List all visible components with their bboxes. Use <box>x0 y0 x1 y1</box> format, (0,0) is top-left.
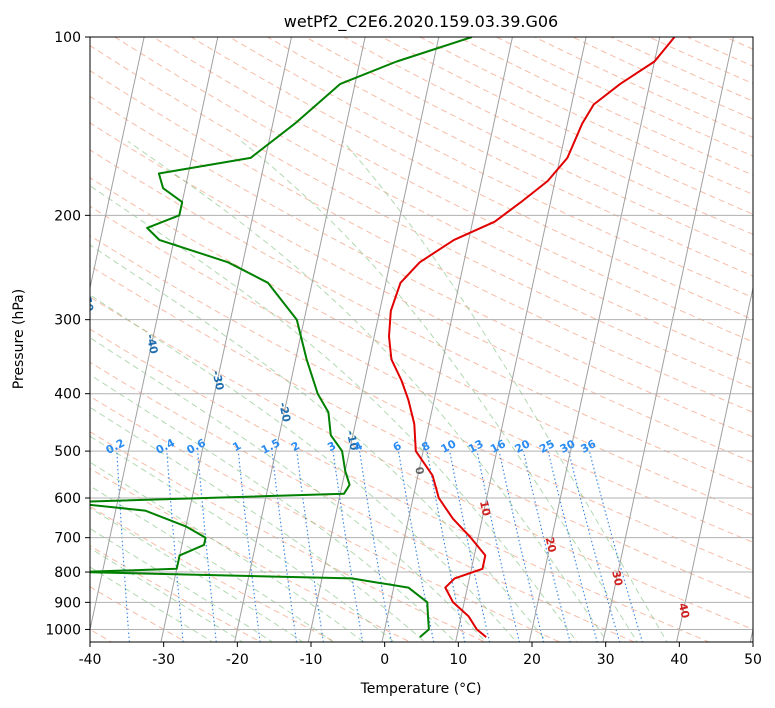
chart-title: wetPf2_C2E6.2020.159.03.39.G06 <box>284 12 558 32</box>
x-tick-label: 10 <box>449 652 467 668</box>
isotherm-line <box>160 37 292 642</box>
moist-adiabat-line <box>90 547 244 642</box>
isotherm-line <box>528 37 661 642</box>
y-tick-label: 400 <box>54 387 81 403</box>
dry-adiabat-line <box>90 205 753 543</box>
dry-adiabat-line <box>266 37 753 277</box>
isotherm-label: 0 <box>412 466 426 477</box>
dry-adiabat-line <box>114 37 753 366</box>
y-tick-label: 200 <box>54 208 81 224</box>
x-tick-label: 30 <box>597 652 615 668</box>
dry-adiabat-line <box>90 545 262 642</box>
y-tick-label: 700 <box>54 531 81 547</box>
dewpoint-profile <box>90 37 473 638</box>
x-tick-label: -30 <box>152 652 175 668</box>
temperature-profile <box>388 37 676 638</box>
isotherm-line <box>676 285 753 642</box>
isotherm-label: -20 <box>276 401 293 424</box>
dry-adiabat-line <box>90 361 636 642</box>
dry-adiabat-line <box>228 37 753 298</box>
y-axis-ticks: 100 200 300 400 500 600 700 800 900 1000 <box>45 30 90 638</box>
dry-adiabat-line <box>457 37 753 176</box>
isotherm-label: -10 <box>344 429 361 452</box>
mixing-ratio-label: 25 <box>537 437 557 456</box>
dry-adiabat-line <box>419 37 753 196</box>
x-tick-label: -10 <box>300 652 323 668</box>
isotherm-line <box>90 37 219 632</box>
x-tick-label: 0 <box>380 652 389 668</box>
dry-adiabat-line <box>495 37 753 157</box>
mixing-ratio-label: 16 <box>488 437 508 456</box>
isotherm-line <box>602 37 734 642</box>
y-axis-label: Pressure (hPa) <box>11 289 27 389</box>
dry-adiabat-line <box>90 395 561 642</box>
dry-adiabat-line <box>90 177 753 516</box>
dry-adiabat-line <box>90 505 337 642</box>
y-tick-label: 800 <box>54 565 81 581</box>
mixing-ratio-label: 10 <box>439 437 459 456</box>
mixing-ratio-label: 13 <box>466 437 486 456</box>
y-tick-label: 1000 <box>45 622 81 638</box>
mixing-ratio-label: 36 <box>579 437 599 456</box>
x-tick-label: 50 <box>744 652 762 668</box>
x-tick-label: 40 <box>670 652 688 668</box>
y-tick-label: 100 <box>54 30 81 46</box>
x-axis-label: Temperature (°C) <box>360 681 482 697</box>
dry-adiabat-line <box>90 149 753 489</box>
x-axis-ticks: -40 -30 -20 -10 0 10 20 30 40 50 <box>79 642 762 668</box>
moist-adiabat-line <box>241 140 638 642</box>
isotherm-line <box>381 37 513 642</box>
isotherm-label: -30 <box>209 369 226 392</box>
moist-adiabat-line <box>90 185 578 642</box>
x-tick-label: 20 <box>523 652 541 668</box>
y-tick-label: 600 <box>54 491 81 507</box>
dry-adiabat-line <box>90 328 711 642</box>
moist-adiabat-line <box>90 461 365 642</box>
dry-adiabat-line <box>90 235 753 572</box>
mixing-ratio-label: 30 <box>558 437 578 456</box>
dry-adiabat-line <box>152 37 753 343</box>
plot-frame <box>89 36 754 643</box>
y-tick-label: 300 <box>54 313 81 329</box>
isotherm-label: -50 <box>79 291 96 314</box>
moist-adiabat-line <box>90 244 548 642</box>
isotherm-label: -40 <box>144 333 161 356</box>
isotherm-line <box>455 37 587 642</box>
isotherm-label: 10 <box>477 500 493 518</box>
isotherm-label: 20 <box>543 536 559 554</box>
x-tick-label: -40 <box>79 652 102 668</box>
isotherm-line <box>234 37 366 642</box>
isotherm-lines <box>90 37 753 642</box>
plot-area: -100-90-80-70-60-50-40-30-20-10010203040… <box>79 37 753 642</box>
dry-adiabat-line <box>90 265 753 601</box>
dry-adiabats <box>90 37 753 642</box>
isotherm-label: 40 <box>676 602 692 620</box>
dry-adiabat-line <box>90 45 753 389</box>
dry-adiabat-line <box>90 122 753 463</box>
moist-adiabat-line <box>90 507 304 642</box>
isotherm-label: 30 <box>609 569 625 587</box>
y-tick-label: 900 <box>54 595 81 611</box>
x-tick-label: -20 <box>226 652 249 668</box>
isobar-gridlines <box>90 37 753 630</box>
moist-adiabat-line <box>90 527 274 642</box>
dry-adiabat-line <box>190 37 753 320</box>
y-tick-label: 500 <box>54 444 81 460</box>
isotherm-line <box>90 37 145 291</box>
sounding-profiles <box>90 37 676 638</box>
moist-adiabat-line <box>90 406 426 642</box>
moist-adiabat-line <box>90 294 518 642</box>
isotherm-line <box>307 37 440 642</box>
moist-adiabat-line <box>342 140 668 642</box>
dry-adiabat-line <box>90 296 753 631</box>
mixing-ratio-label: 20 <box>513 437 533 456</box>
moist-adiabat-line <box>127 140 608 642</box>
